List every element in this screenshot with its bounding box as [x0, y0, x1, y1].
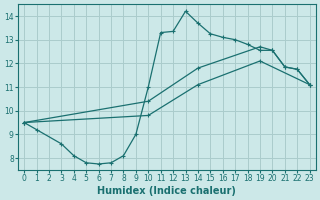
- X-axis label: Humidex (Indice chaleur): Humidex (Indice chaleur): [98, 186, 236, 196]
